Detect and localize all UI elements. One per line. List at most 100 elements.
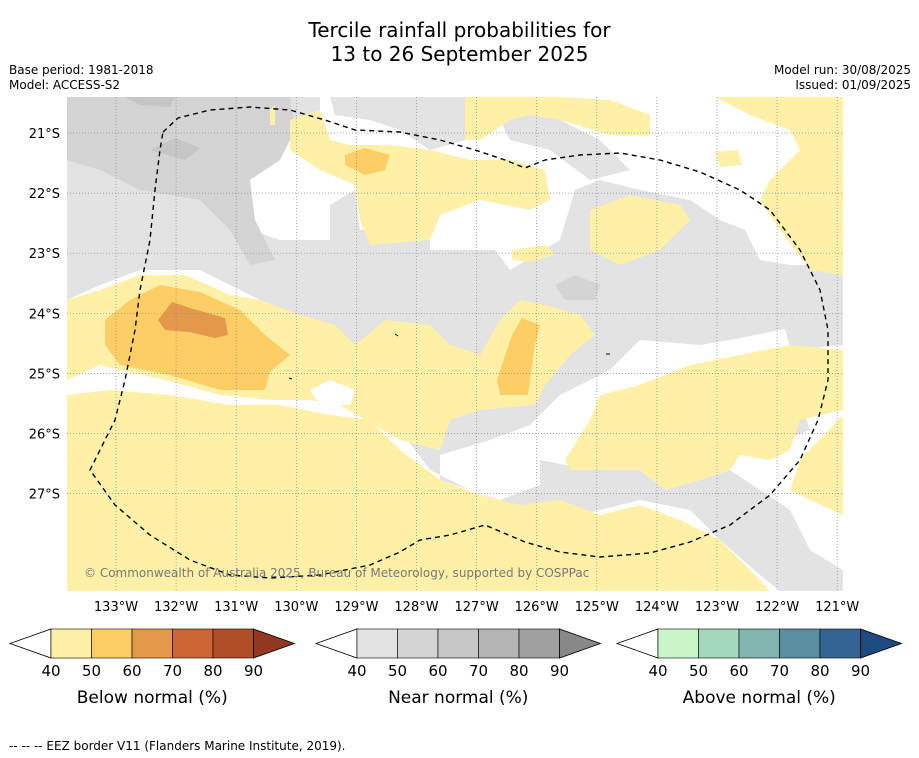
below-normal-50-region: [105, 285, 290, 390]
latitude-label: 26°S: [29, 428, 60, 443]
colorbar-tick-label: 90: [244, 662, 263, 680]
colorbar-title: Above normal (%): [683, 688, 836, 708]
near-normal-region: [330, 97, 465, 150]
colorbar-tick-label: 50: [388, 662, 407, 680]
copyright-text: © Commonwealth of Australia 2025, Bureau…: [84, 566, 589, 580]
colorbar-swatch: [437, 628, 479, 659]
latitude-labels: 21°S 22°S 23°S 24°S 25°S 26°S 27°S: [29, 127, 60, 503]
colorbar-swatch: [50, 628, 92, 659]
colorbar-swatch: [172, 628, 214, 659]
colorbar-swatch: [698, 628, 740, 659]
near-normal-50-region: [555, 275, 600, 300]
gridlines: [67, 97, 843, 591]
colorbar-tick-label: 50: [689, 662, 708, 680]
below-normal-region: [512, 245, 555, 262]
longitude-label: 123°W: [695, 600, 739, 615]
near-normal-region: [780, 305, 843, 350]
colorbar-tick-label: 60: [729, 662, 748, 680]
latitude-label: 21°S: [29, 127, 60, 142]
coast-mark: [394, 333, 399, 337]
longitude-label: 132°W: [154, 600, 198, 615]
below-normal-region: [590, 195, 690, 265]
below-normal-region: [67, 390, 770, 591]
colorbar-swatch: [738, 628, 780, 659]
colorbar-tick-label: 40: [648, 662, 667, 680]
latitude-label: 27°S: [29, 488, 60, 503]
below-normal-region: [565, 345, 843, 490]
longitude-label: 128°W: [394, 600, 438, 615]
longitude-label: 127°W: [455, 600, 499, 615]
colorbar-tick-label: 70: [770, 662, 789, 680]
colorbar-tick-label: 90: [550, 662, 569, 680]
below-normal-region: [420, 545, 495, 575]
colorbar: 40 50 60 70 80 90 Above normal (%): [615, 628, 903, 708]
below-normal-50-region: [497, 318, 540, 395]
map-title: Tercile rainfall probabilities for 13 to…: [0, 18, 919, 66]
white-region: [310, 380, 355, 405]
colorbar-tick-label: 80: [509, 662, 528, 680]
colorbar-title: Near normal (%): [388, 688, 528, 708]
longitude-label: 126°W: [515, 600, 559, 615]
coast-mark: [288, 377, 293, 380]
below-normal-region: [225, 560, 275, 585]
title-line-2: 13 to 26 September 2025: [330, 42, 589, 66]
longitude-label: 125°W: [575, 600, 619, 615]
colorbar-over-triangle: [559, 628, 602, 659]
colorbar-tick-label: 70: [163, 662, 182, 680]
colorbar-tick-label: 90: [851, 662, 870, 680]
colorbar-swatch: [131, 628, 173, 659]
colorbar-under-triangle: [615, 628, 659, 659]
colorbar-over-triangle: [860, 628, 903, 659]
colorbar-swatch: [397, 628, 439, 659]
title-line-1: Tercile rainfall probabilities for: [308, 18, 611, 42]
latitude-label: 22°S: [29, 187, 60, 202]
colorbar-swatch: [356, 628, 398, 659]
colorbar: 40 50 60 70 80 90 Below normal (%): [8, 628, 296, 708]
colorbars: 40 50 60 70 80 90 Below normal (%) 40 50 60 70 80 90…: [8, 628, 903, 708]
base-period: Base period: 1981-2018: [9, 63, 154, 77]
colorbar-title: Below normal (%): [77, 688, 228, 708]
near-normal-60-region: [125, 97, 175, 107]
colorbar-tick-label: 60: [428, 662, 447, 680]
footnote: -- -- -- EEZ border V11 (Flanders Marine…: [9, 739, 346, 753]
colorbar: 40 50 60 70 80 90 Near normal (%): [314, 628, 602, 708]
colorbar-over-triangle: [253, 628, 296, 659]
colorbar-tick-label: 50: [82, 662, 101, 680]
colorbar-tick-label: 40: [347, 662, 366, 680]
colorbar-tick-label: 70: [469, 662, 488, 680]
below-normal-region: [790, 415, 843, 515]
colorbar-swatch: [91, 628, 133, 659]
below-normal-region: [715, 97, 843, 275]
near-normal-50-region: [67, 97, 295, 265]
issued-date: Issued: 01/09/2025: [795, 78, 911, 92]
colorbar-swatch: [657, 628, 699, 659]
below-normal-region: [290, 110, 550, 245]
below-normal-region: [715, 150, 742, 167]
colorbar-tick-label: 80: [203, 662, 222, 680]
longitude-label: 129°W: [334, 600, 378, 615]
colorbar-under-triangle: [8, 628, 52, 659]
below-normal-region: [67, 560, 75, 591]
colorbar-swatch: [478, 628, 520, 659]
meta-right: Model run: 30/08/2025 Issued: 01/09/2025: [774, 63, 911, 93]
colorbar-tick-label: 60: [122, 662, 141, 680]
colorbar-swatch: [819, 628, 861, 659]
longitude-labels: 133°W 132°W 131°W 130°W 129°W 128°W 127°W 126°W…: [94, 600, 860, 615]
map-fill-layer: [67, 97, 843, 591]
latitude-label: 25°S: [29, 367, 60, 382]
below-normal-region: [270, 105, 275, 125]
latitude-label: 23°S: [29, 247, 60, 262]
colorbar-tick-label: 40: [41, 662, 60, 680]
model-name: Model: ACCESS-S2: [9, 78, 121, 92]
meta-left: Base period: 1981-2018 Model: ACCESS-S2: [9, 63, 154, 93]
latitude-label: 24°S: [29, 307, 60, 322]
colorbar-swatch: [518, 628, 560, 659]
longitude-label: 130°W: [274, 600, 318, 615]
longitude-label: 121°W: [815, 600, 859, 615]
near-normal-60-region: [150, 138, 200, 160]
longitude-label: 133°W: [94, 600, 138, 615]
near-normal-region: [500, 110, 630, 180]
colorbar-tick-label: 80: [810, 662, 829, 680]
colorbar-swatch: [212, 628, 254, 659]
